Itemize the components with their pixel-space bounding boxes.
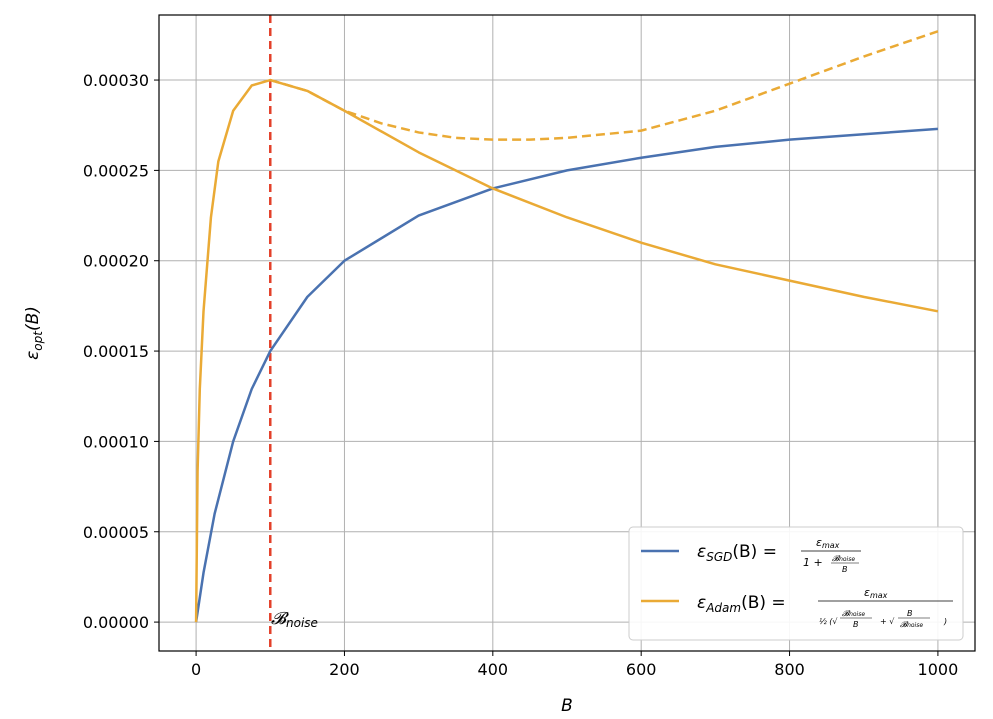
x-tick-label: 400 xyxy=(478,660,509,679)
ticks: 0 200 400 600 800 1000 0.00000 0.00005 0.00010 0.… xyxy=(83,71,958,679)
legend-adam-den-a-den: B xyxy=(853,620,859,629)
x-tick-label: 600 xyxy=(626,660,657,679)
legend-entry-adam: εAdam(B) = xyxy=(697,593,786,615)
plot-frame xyxy=(158,14,976,652)
legend-sgd-den-frac: 𝓑noise xyxy=(832,554,855,563)
series-line-0 xyxy=(194,127,939,623)
series-line-1 xyxy=(194,78,939,623)
legend-adam-den-plus: + √ xyxy=(880,617,895,626)
x-tick-label: 800 xyxy=(774,660,805,679)
legend-entry-sgd: εSGD(B) = xyxy=(697,542,777,564)
x-tick-label: 200 xyxy=(329,660,360,679)
y-axis-label-sub: opt xyxy=(31,330,45,351)
y-tick-label: 0.00000 xyxy=(83,613,149,632)
vline-label: 𝓑noise xyxy=(271,609,318,630)
y-axis-label-arg: (B) xyxy=(23,306,43,331)
x-axis-label: B xyxy=(561,696,573,716)
y-tick-label: 0.00015 xyxy=(83,342,149,361)
x-tick-label: 1000 xyxy=(918,660,959,679)
legend-adam-den-b: B xyxy=(907,609,913,618)
legend-sgd-den: 1 + xyxy=(803,556,823,569)
legend-box xyxy=(628,526,964,641)
y-tick-label: 0.00025 xyxy=(83,161,149,180)
legend-adam-den-close: ) xyxy=(943,617,947,626)
y-axis-label-main: ε xyxy=(23,351,43,360)
grid xyxy=(159,15,975,651)
x-tick-label: 0 xyxy=(191,660,201,679)
legend-adam-den-b-den: 𝓑noise xyxy=(900,620,923,629)
legend-sgd-den-den: B xyxy=(842,565,848,574)
series-line-2 xyxy=(269,30,939,141)
plot-lines xyxy=(194,15,939,651)
legend-adam-den: ½ (√ xyxy=(819,617,838,626)
y-tick-label: 0.00020 xyxy=(83,252,149,271)
y-tick-label: 0.00030 xyxy=(83,71,149,90)
legend: εSGD(B) = εmax 1 + 𝓑noise B εAdam(B) = ε… xyxy=(628,526,964,641)
legend-adam-den-a: 𝓑noise xyxy=(842,609,865,618)
y-tick-label: 0.00005 xyxy=(83,523,149,542)
y-tick-label: 0.00010 xyxy=(83,432,149,451)
y-axis-label: εopt(B) xyxy=(23,306,45,360)
